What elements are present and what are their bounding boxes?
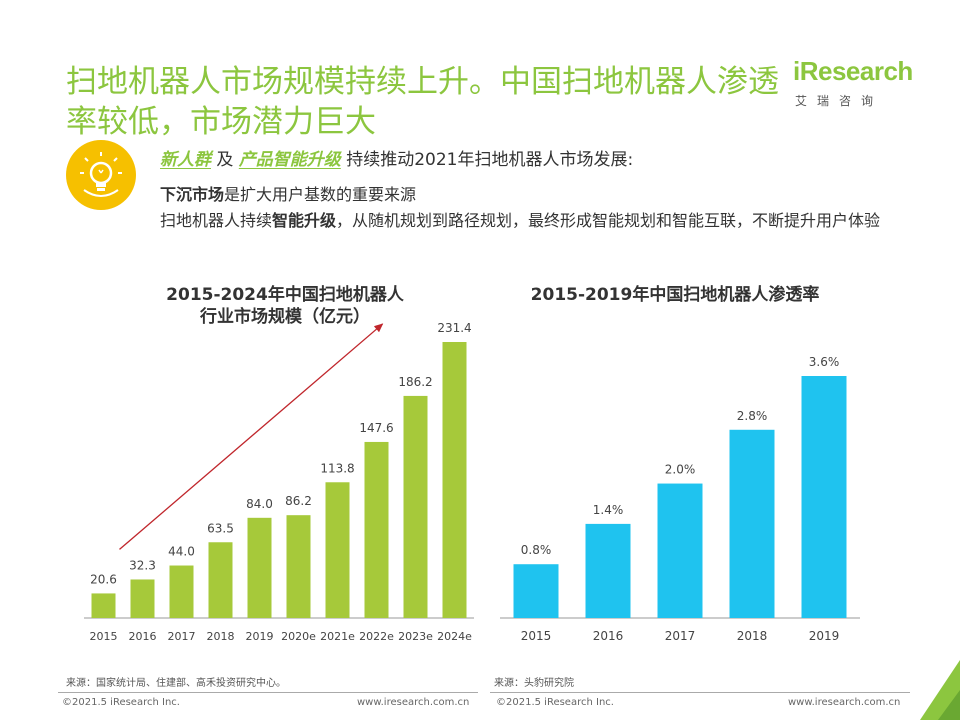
bar (91, 593, 116, 618)
bar (729, 429, 775, 618)
tick-label: 2018 (737, 629, 768, 643)
tick-label: 2022e (359, 630, 394, 643)
chart1-source: 来源：国家统计局、住建部、高禾投资研究中心。 (66, 678, 286, 689)
data-label: 2.8% (737, 409, 768, 423)
keyword-new-users: 新人群 (160, 150, 211, 170)
tick-label: 2015 (521, 629, 552, 643)
footer-copyright-right: ©2021.5 iResearch Inc. (496, 697, 614, 708)
footer-url-left[interactable]: www.iresearch.com.cn (357, 697, 470, 708)
tick-label: 2019 (809, 629, 840, 643)
data-label: 63.5 (207, 521, 234, 535)
bar (442, 342, 467, 618)
bar (657, 483, 703, 618)
chart1-title-line1: 2015-2024年中国扫地机器人 (166, 285, 404, 305)
logo-subtitle: 艾瑞咨询 (795, 94, 884, 108)
tick-label: 2021e (320, 630, 355, 643)
tick-label: 2017 (168, 630, 196, 643)
data-label: 2.0% (665, 463, 696, 477)
data-label: 231.4 (437, 321, 471, 335)
tick-label: 2015 (90, 630, 118, 643)
data-label: 20.6 (90, 572, 117, 586)
data-label: 3.6% (809, 355, 840, 369)
data-label: 86.2 (285, 494, 312, 508)
point-2-bold: 智能升级 (272, 211, 337, 230)
point-1-bold: 下沉市场 (160, 185, 225, 204)
footer-divider-left (58, 692, 478, 693)
chart2-source: 来源：头豹研究院 (494, 678, 574, 689)
corner-decoration (920, 660, 960, 720)
point-1-text: 是扩大用户基数的重要来源 (224, 185, 417, 204)
chart2-title: 2015-2019年中国扫地机器人渗透率 (530, 285, 820, 305)
bar (364, 441, 389, 618)
data-label: 0.8% (521, 543, 552, 557)
bar (513, 564, 559, 618)
tick-label: 2018 (207, 630, 235, 643)
bar (403, 395, 428, 618)
footer-divider-right (490, 692, 910, 693)
bar (169, 565, 194, 618)
intro-line: 新人群 及 产品智能升级 持续推动2021年扫地机器人市场发展: (160, 146, 633, 174)
tick-label: 2020e (281, 630, 316, 643)
iresearch-logo: iResearch 艾瑞咨询 (793, 52, 918, 112)
market-size-chart: 20.6 2015 32.3 2016 44.0 2017 63.5 2018 84.0 2019… (84, 321, 474, 643)
chart1-title: 2015-2024年中国扫地机器人 行业市场规模（亿元） (150, 284, 420, 328)
tick-label: 2016 (593, 629, 624, 643)
point-2-pre: 扫地机器人持续 (160, 211, 273, 230)
tick-label: 2017 (665, 629, 696, 643)
data-label: 84.0 (246, 497, 273, 511)
tick-label: 2019 (246, 630, 274, 643)
tick-label: 2024e (437, 630, 472, 643)
chart1-title-line2: 行业市场规模（亿元） (200, 307, 370, 327)
data-label: 147.6 (359, 421, 393, 435)
penetration-chart: 0.8% 2015 1.4% 2016 2.0% 2017 2.8% 2018 3.6% 2019 (500, 355, 860, 643)
lightbulb-icon (66, 140, 136, 210)
logo-brand: iResearch (793, 56, 913, 86)
data-label: 186.2 (398, 375, 432, 389)
bar (286, 515, 311, 618)
bar (801, 376, 847, 618)
intro-conj: 及 (216, 150, 234, 170)
bar (208, 542, 233, 618)
data-label: 32.3 (129, 558, 156, 572)
footer-copyright-left: ©2021.5 iResearch Inc. (62, 697, 180, 708)
key-points: 下沉市场是扩大用户基数的重要来源 扫地机器人持续智能升级，从随机规划到路径规划，… (160, 182, 900, 234)
page-title: 扫地机器人市场规模持续上升。中国扫地机器人渗透率较低，市场潜力巨大 (66, 64, 779, 140)
tick-label: 2023e (398, 630, 433, 643)
bar (247, 517, 272, 618)
intro-rest: 持续推动2021年扫地机器人市场发展: (346, 150, 634, 170)
point-2: 扫地机器人持续智能升级，从随机规划到路径规划，最终形成智能规划和智能互联，不断提… (160, 208, 900, 234)
keyword-upgrade: 产品智能升级 (238, 150, 341, 170)
point-1: 下沉市场是扩大用户基数的重要来源 (160, 182, 900, 208)
data-label: 113.8 (320, 461, 354, 475)
bar (325, 482, 350, 618)
point-2-text: ，从随机规划到路径规划，最终形成智能规划和智能互联，不断提升用户体验 (336, 211, 881, 230)
data-label: 44.0 (168, 545, 195, 559)
bar (585, 523, 631, 618)
tick-label: 2016 (129, 630, 157, 643)
data-label: 1.4% (593, 503, 624, 517)
footer-url-right[interactable]: www.iresearch.com.cn (788, 697, 901, 708)
bar (130, 579, 155, 618)
trend-arrow (119, 323, 384, 550)
